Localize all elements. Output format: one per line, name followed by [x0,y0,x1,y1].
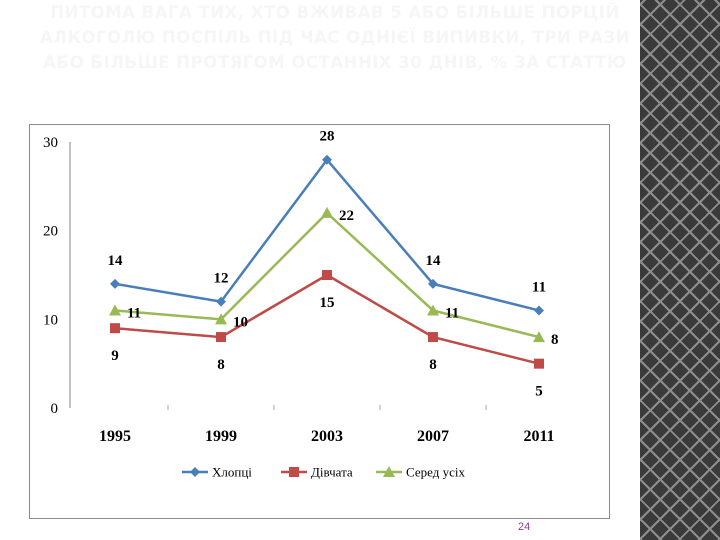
data-label: 11 [445,305,459,321]
series-square: 9 8 15 8 5 [110,270,544,400]
x-tick-label: 2007 [417,428,449,445]
data-label: 22 [339,208,354,224]
diamond-marker [534,305,544,316]
triangle-marker [383,466,395,477]
series-line [114,273,540,365]
x-ticks: 1995 1999 2003 2007 2011 [99,405,555,445]
diamond-marker [190,467,200,477]
page-number: 24 [518,521,531,533]
square-marker [216,332,226,343]
y-tick-label: 10 [43,312,58,328]
x-tick-label: 1999 [205,428,237,445]
x-tick-label: 2003 [311,428,343,445]
data-label: 11 [532,279,546,295]
data-label: 28 [320,129,335,145]
square-marker [322,270,332,280]
series-layer: 14 12 28 14 11 9 8 15 8 5 11 10 22 11 8 [108,129,559,400]
square-marker [110,323,120,334]
data-label: 14 [108,253,124,269]
data-label: 12 [214,271,229,287]
triangle-marker [533,331,545,343]
legend-item: Дівчата [281,465,353,480]
series-diamond: 14 12 28 14 11 [108,129,546,316]
triangle-marker [109,304,121,316]
data-label: 5 [535,384,543,400]
data-label: 10 [233,314,248,330]
legend-label: Хлопці [212,465,252,480]
decorative-pattern-strip [640,0,720,540]
square-marker [289,467,299,477]
y-ticks: 0 10 20 30 [43,135,58,417]
data-label: 8 [551,332,559,348]
data-label: 8 [217,357,225,373]
diamond-marker [428,278,438,289]
legend-label: Дівчата [311,465,353,480]
chart-legend: Хлопці Дівчата Серед усіх [182,465,465,480]
square-marker [534,358,544,369]
data-label: 11 [127,305,141,321]
x-tick-label: 2011 [523,428,554,445]
slide-title: Питома вага тих, хто вживав 5 або більше… [40,3,630,72]
y-tick-label: 0 [51,401,59,417]
chart-frame: 0 10 20 30 1995 1999 2003 2007 2011 14 12 28 14 11 9… [29,124,610,519]
diamond-marker [110,278,120,289]
triangle-marker [427,304,439,316]
triangle-marker [215,313,227,325]
series-triangle: 11 10 22 11 8 [109,206,559,348]
y-tick-label: 30 [43,135,58,151]
diamond-marker [322,154,332,165]
data-label: 14 [426,253,442,269]
series-line [114,157,540,312]
diamond-marker [216,296,226,307]
y-tick-label: 20 [43,224,58,240]
data-label: 15 [320,295,335,311]
legend-item: Серед усіх [376,465,465,480]
legend-item: Хлопці [182,465,252,480]
data-label: 9 [111,348,119,364]
x-tick-label: 1995 [99,428,131,445]
legend-label: Серед усіх [406,465,465,480]
data-label: 8 [429,357,437,373]
square-marker [428,332,438,343]
triangle-marker [321,206,333,218]
